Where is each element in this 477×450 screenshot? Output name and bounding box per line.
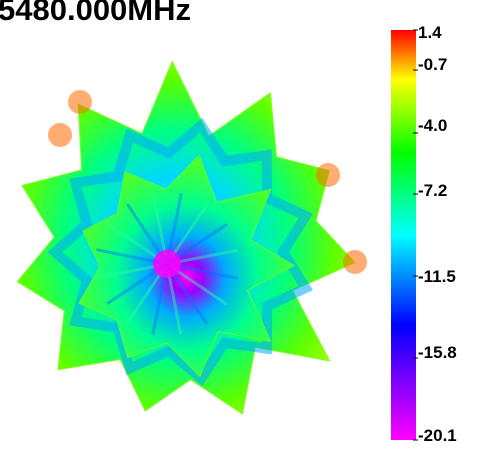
colorbar-tick-label: 1.4 [418,23,442,42]
petal-streak [170,269,209,325]
petal-streak [125,203,164,259]
pattern-null [153,250,181,278]
petal-streak [167,193,183,257]
chart-title: 5480.000MHz [0,0,192,27]
inner-lobe [78,154,296,378]
lobe-hot-spot [316,163,340,187]
colorbar-tick-label: -11.5 [418,267,456,286]
petal-streak [172,267,228,306]
colorbar-tick-label: -0.7 [418,55,447,74]
colorbar-tick-label: -15.8 [418,343,457,362]
petal-streak [96,264,160,280]
petal-streak [167,271,183,335]
petal-streak [106,267,162,306]
mid-ring [47,117,314,387]
petal-streak [174,264,238,280]
lobe-hot-spot [343,250,367,274]
petal-streak [170,203,209,259]
colorbar-tick-label: -20.1 [418,426,457,445]
petal-streak [172,222,228,261]
petal-streak [106,222,162,261]
colorbar-tick-label: -4.0 [418,116,447,135]
lobe-hot-spot [48,123,72,147]
colorbar-gradient [391,30,416,440]
petal-streak [96,248,160,264]
petal-streak [174,248,238,264]
colorbar-tick-label: -7.2 [418,181,447,200]
lobe-hot-spot [68,90,92,114]
petal-streak [125,269,164,325]
petal-streak [151,271,167,335]
petal-streak [151,193,167,257]
